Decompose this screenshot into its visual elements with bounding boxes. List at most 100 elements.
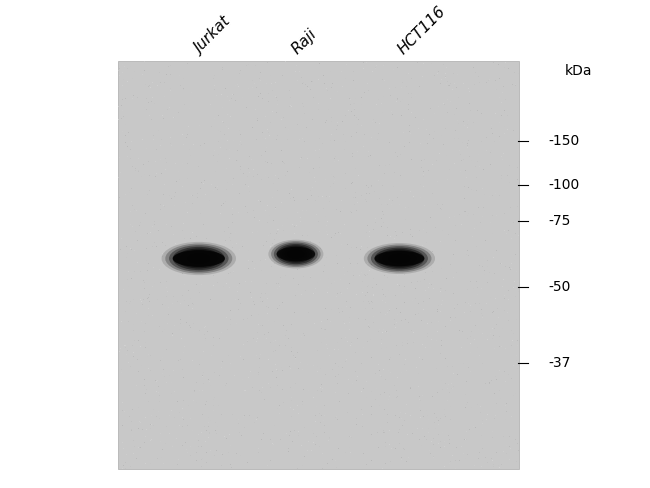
Point <box>126 426 136 433</box>
Point <box>491 211 502 219</box>
Point <box>177 351 187 359</box>
Point <box>304 234 315 242</box>
Point <box>155 195 166 203</box>
Point <box>143 419 153 427</box>
Point <box>360 164 370 172</box>
Point <box>332 286 343 294</box>
Point <box>514 356 524 364</box>
Point <box>281 348 291 356</box>
Point <box>138 426 148 434</box>
Point <box>164 371 174 379</box>
Point <box>280 398 290 406</box>
Point <box>326 170 337 178</box>
Point <box>361 394 372 402</box>
Point <box>395 355 405 363</box>
Point <box>459 452 469 460</box>
Point <box>268 193 278 201</box>
Point <box>340 185 350 193</box>
Point <box>411 364 422 371</box>
Point <box>285 285 295 293</box>
Point <box>371 385 382 393</box>
Point <box>494 224 504 232</box>
Point <box>492 225 502 233</box>
Point <box>419 298 429 305</box>
Point <box>188 141 199 148</box>
Point <box>332 464 342 471</box>
Point <box>323 100 333 108</box>
Point <box>406 108 417 116</box>
Point <box>127 312 137 320</box>
Point <box>172 398 183 406</box>
Point <box>242 315 253 323</box>
Point <box>158 459 168 467</box>
Point <box>420 137 430 145</box>
Point <box>399 204 410 212</box>
Point <box>133 390 143 398</box>
Point <box>127 163 138 171</box>
Point <box>260 128 270 136</box>
Point <box>378 429 389 437</box>
Point <box>391 98 402 106</box>
Point <box>146 167 157 175</box>
Point <box>400 417 410 425</box>
Point <box>296 291 307 299</box>
Point <box>471 320 481 328</box>
Point <box>157 252 168 260</box>
Point <box>118 286 129 294</box>
Point <box>124 317 134 325</box>
Point <box>114 64 125 72</box>
Point <box>148 312 158 320</box>
Point <box>186 405 196 412</box>
Point <box>463 233 474 241</box>
Point <box>400 183 410 191</box>
Point <box>421 243 432 251</box>
Point <box>447 380 457 387</box>
Point <box>264 134 274 142</box>
Point <box>212 395 222 403</box>
Point <box>163 431 174 439</box>
Point <box>165 283 176 291</box>
Point <box>471 194 482 202</box>
Point <box>378 291 389 299</box>
Point <box>494 290 504 298</box>
Point <box>222 141 233 149</box>
Point <box>460 229 471 237</box>
Point <box>243 257 254 264</box>
Point <box>437 76 447 83</box>
Ellipse shape <box>271 241 320 267</box>
Point <box>186 260 196 267</box>
Point <box>166 228 177 236</box>
Point <box>184 330 194 338</box>
Point <box>404 81 414 89</box>
Point <box>211 167 222 175</box>
Point <box>391 393 402 401</box>
Point <box>363 338 373 346</box>
Point <box>295 295 306 303</box>
Point <box>315 410 325 418</box>
Point <box>278 453 288 461</box>
Point <box>240 424 250 431</box>
Point <box>437 267 448 275</box>
Point <box>396 187 407 195</box>
Point <box>205 314 215 322</box>
Point <box>369 421 379 429</box>
Point <box>431 137 441 144</box>
Point <box>490 232 501 240</box>
Point <box>187 89 197 97</box>
Point <box>459 202 469 209</box>
Point <box>133 167 144 175</box>
Point <box>467 211 477 219</box>
Point <box>252 176 263 184</box>
Point <box>165 140 176 148</box>
Point <box>413 369 424 377</box>
Point <box>192 254 203 262</box>
Point <box>198 221 209 228</box>
Point <box>330 157 340 165</box>
Point <box>403 237 413 245</box>
Point <box>257 135 267 142</box>
Point <box>200 324 210 331</box>
Point <box>496 135 506 143</box>
Point <box>328 366 338 373</box>
Point <box>396 84 406 92</box>
Point <box>478 184 488 192</box>
